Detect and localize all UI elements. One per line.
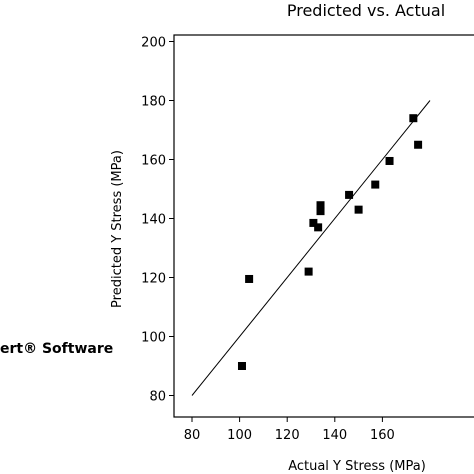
- x-tick-label: 140: [322, 428, 347, 443]
- chart-title: Predicted vs. Actual: [287, 1, 445, 20]
- data-point: [409, 114, 418, 123]
- plot-frame: [173, 34, 474, 418]
- y-tick-label: 80: [149, 390, 166, 405]
- data-point: [237, 362, 246, 370]
- data-point: [414, 140, 423, 149]
- data-point: [304, 267, 313, 276]
- data-point: [245, 274, 254, 283]
- data-point: [316, 201, 325, 210]
- data-point: [385, 156, 394, 165]
- data-point: [314, 223, 323, 232]
- brand-text: ert® Software: [0, 341, 114, 357]
- y-tick-label: 200: [141, 36, 166, 51]
- data-point: [316, 207, 325, 216]
- data-point: [345, 190, 354, 199]
- y-axis-label: Predicted Y Stress (MPa): [110, 150, 125, 308]
- x-axis-label: Actual Y Stress (MPa): [288, 459, 426, 474]
- x-tick-label: 80: [184, 428, 201, 443]
- y-tick-label: 160: [141, 154, 166, 169]
- data-point: [354, 205, 363, 214]
- x-tick-label: 100: [227, 428, 252, 443]
- data-point: [371, 180, 380, 189]
- y-tick-label: 100: [141, 331, 166, 346]
- axes: [173, 34, 474, 418]
- fit-line: [191, 100, 431, 396]
- x-tick-label: 120: [275, 428, 300, 443]
- y-tick-label: 180: [141, 95, 166, 110]
- data-point: [309, 218, 318, 227]
- y-tick-label: 120: [141, 272, 166, 287]
- plot-area: [191, 100, 431, 396]
- y-tick-label: 140: [141, 213, 166, 228]
- ticks: 80 100 120 140 160 180 200 80 100 120 140 160: [141, 36, 395, 444]
- x-tick-label: 160: [370, 428, 395, 443]
